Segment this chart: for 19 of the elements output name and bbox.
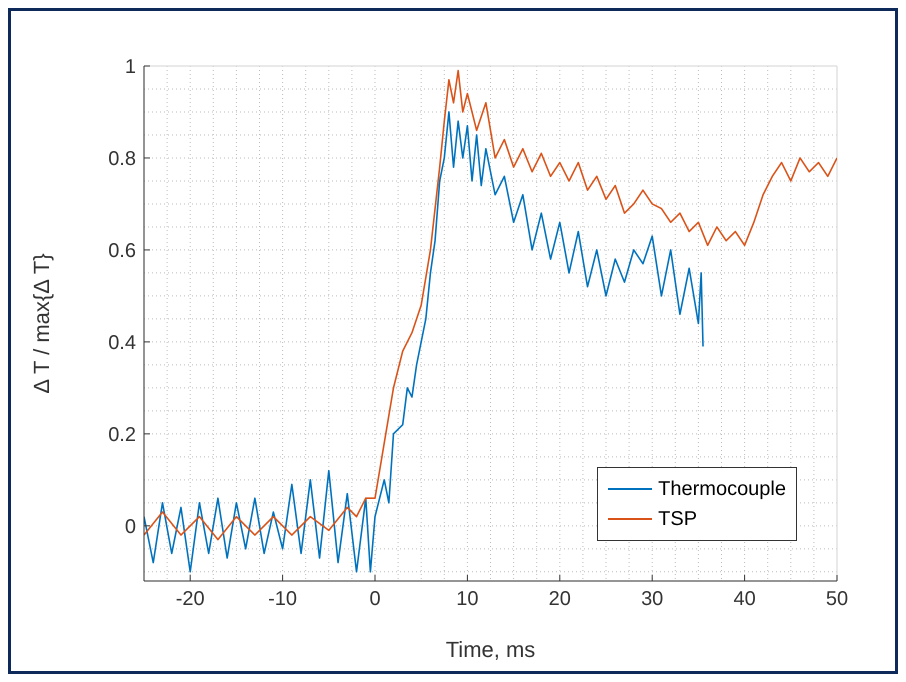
y-tick-label: 0.6 [108, 240, 136, 262]
y-tick-label: 0.4 [108, 332, 136, 354]
y-tick-label: 0 [124, 516, 136, 538]
y-axis-title: Δ T / max{Δ T} [28, 253, 54, 394]
x-tick-label: 30 [641, 588, 664, 610]
y-tick-label: 0.2 [108, 424, 136, 446]
y-tick-label: 1 [124, 56, 136, 78]
line-series [144, 70, 837, 540]
x-tick-label: 50 [826, 588, 848, 610]
x-tick-label: 0 [369, 588, 381, 610]
y-tick-label: 0.8 [108, 148, 136, 170]
x-tick-label: -10 [268, 588, 298, 610]
x-tick-label: -20 [176, 588, 205, 610]
x-tick-label: 40 [733, 588, 756, 610]
x-tick-label: 20 [548, 588, 571, 610]
legend-label: TSP [658, 508, 698, 530]
x-tick-label: 10 [456, 588, 479, 610]
legend-label: Thermocouple [658, 478, 786, 500]
x-axis-title: Time, ms [446, 637, 536, 662]
